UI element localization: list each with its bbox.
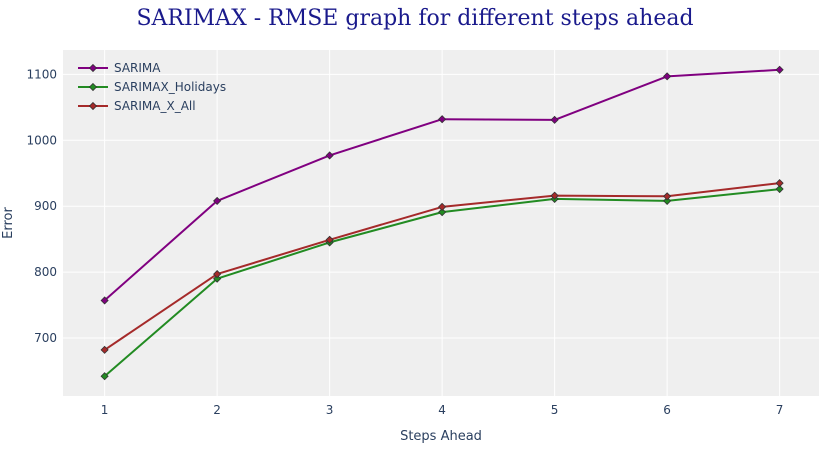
x-tick-label: 1 [101,403,109,417]
data-point [213,196,222,205]
y-tick-label: 900 [34,199,57,213]
data-point [438,208,447,217]
legend-marker [88,63,98,73]
data-point [550,191,559,200]
data-point [550,115,559,124]
x-tick-label: 2 [213,403,221,417]
legend-label: SARIMAX_Holidays [114,80,226,94]
legend-marker [88,82,98,92]
data-point [438,115,447,124]
y-axis-title: Error [1,207,16,239]
data-point [213,274,222,283]
data-point [100,296,109,305]
data-point [775,179,784,188]
legend-label: SARIMA_X_All [114,99,196,113]
y-tick-label: 700 [34,331,57,345]
tick-layer: 1 2 3 4 5 6 7 700 800 900 1000 1100 [26,67,783,417]
data-point [325,235,334,244]
x-axis-title: Steps Ahead [400,429,482,444]
data-point [100,372,109,381]
data-point [438,202,447,211]
y-tick-label: 800 [34,265,57,279]
legend-marker [88,101,98,111]
data-point [213,270,222,279]
chart-title: SARIMAX - RMSE graph for different steps… [136,6,693,31]
x-tick-label: 4 [438,403,446,417]
x-tick-label: 7 [776,403,784,417]
data-point [663,192,672,201]
series-layer [100,65,784,381]
data-point [663,196,672,205]
data-point [325,151,334,160]
x-tick-label: 3 [326,403,334,417]
data-point [775,184,784,194]
y-tick-label: 1000 [26,133,57,147]
legend-label: SARIMA [114,61,161,75]
data-point [775,65,784,74]
legend: SARIMA SARIMAX_Holidays SARIMA_X_All [78,61,226,113]
x-tick-label: 5 [551,403,559,417]
x-tick-label: 6 [663,403,671,417]
data-point [100,345,109,354]
data-point [663,72,672,81]
y-tick-label: 1100 [26,67,57,81]
